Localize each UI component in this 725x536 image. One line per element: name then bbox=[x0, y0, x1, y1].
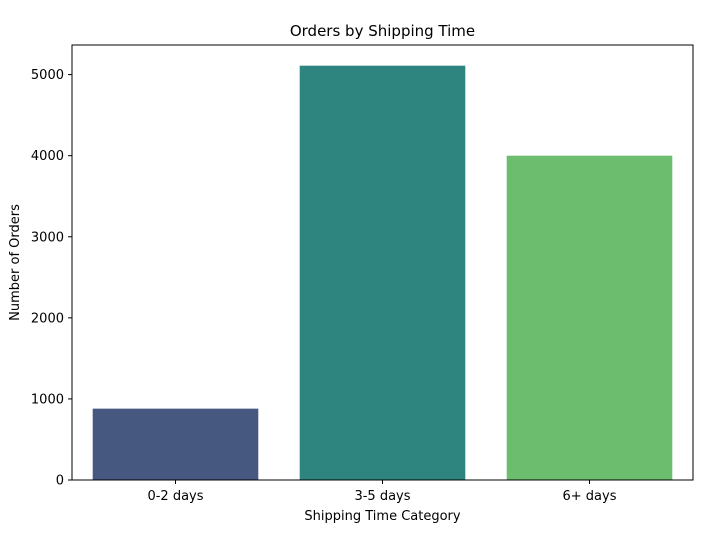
chart-title: Orders by Shipping Time bbox=[290, 22, 475, 40]
x-tick-label: 3-5 days bbox=[354, 489, 410, 504]
y-tick-label: 3000 bbox=[31, 230, 64, 245]
x-tick-label: 0-2 days bbox=[147, 489, 203, 504]
plot-frame bbox=[71, 44, 694, 481]
x-axis-ticks: 0-2 days 3-5 days 6+ days bbox=[147, 480, 617, 504]
y-tick-label: 0 bbox=[56, 474, 64, 489]
y-axis-ticks: 0 1000 2000 3000 4000 5000 bbox=[31, 68, 72, 489]
bars-group bbox=[92, 65, 673, 481]
y-tick-label: 5000 bbox=[31, 68, 64, 83]
y-tick-label: 4000 bbox=[31, 149, 64, 164]
y-tick-label: 2000 bbox=[31, 311, 64, 326]
bar-6-days bbox=[506, 155, 673, 481]
y-axis-label: Number of Orders bbox=[8, 204, 23, 321]
bar-3-5-days bbox=[299, 65, 466, 481]
bar-0-2-days bbox=[92, 408, 259, 480]
x-tick-label: 6+ days bbox=[563, 489, 617, 504]
y-tick-label: 1000 bbox=[31, 392, 64, 407]
x-axis-label: Shipping Time Category bbox=[304, 509, 460, 524]
